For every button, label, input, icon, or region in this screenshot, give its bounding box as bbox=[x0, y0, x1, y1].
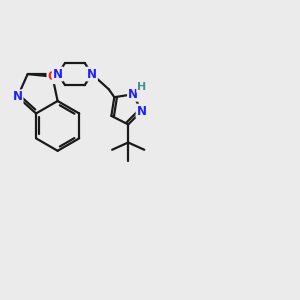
Text: H: H bbox=[137, 82, 146, 92]
Text: N: N bbox=[128, 88, 138, 101]
Text: N: N bbox=[13, 90, 22, 103]
Text: N: N bbox=[53, 68, 63, 80]
Text: O: O bbox=[47, 70, 57, 83]
Text: N: N bbox=[87, 68, 97, 80]
Text: N: N bbox=[136, 105, 146, 118]
